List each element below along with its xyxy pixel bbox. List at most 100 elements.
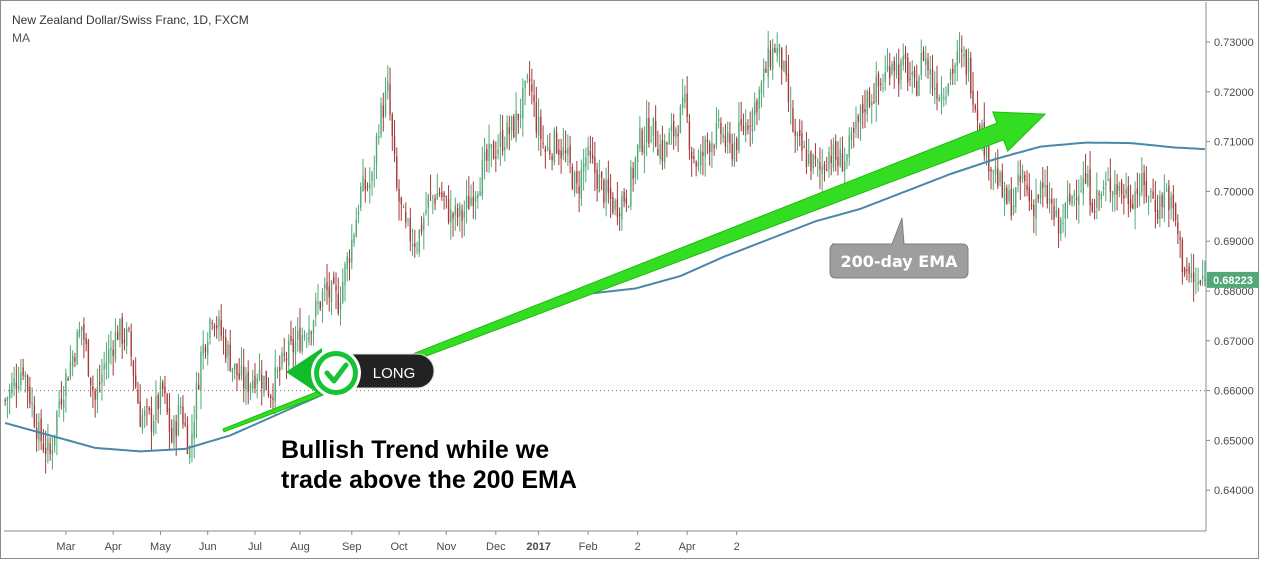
candle-body (938, 97, 940, 101)
candle-body (925, 57, 927, 65)
candle-body (526, 76, 529, 79)
candle-body (625, 198, 628, 205)
candle-body (76, 332, 78, 365)
candle-body (886, 64, 889, 71)
candle-body (515, 110, 517, 140)
candle-body (708, 143, 711, 153)
candle-body (1170, 195, 1172, 209)
caption-line-2: trade above the 200 EMA (281, 466, 577, 494)
candle-body (542, 143, 544, 145)
candle-body (285, 358, 288, 361)
candle-body (675, 128, 677, 138)
candle-body (632, 167, 634, 180)
ema-callout-label: 200-day EMA (840, 252, 958, 271)
chart-title: New Zealand Dollar/Swiss Franc, 1D, FXCM (12, 13, 249, 27)
candle-body (177, 404, 180, 436)
candle-body (180, 406, 182, 409)
candle-body (1154, 199, 1157, 213)
candle-body (234, 363, 236, 370)
candle-body (639, 127, 641, 149)
candle-body (1132, 204, 1134, 209)
candle-body (848, 135, 850, 158)
candle-body (1082, 177, 1085, 195)
candle-body (841, 153, 844, 172)
candle-body (1186, 269, 1188, 272)
candle-body (958, 47, 961, 49)
candle-body (456, 207, 459, 218)
candle-body (139, 401, 141, 427)
candle-body (207, 342, 209, 355)
candle-body (1060, 219, 1062, 235)
candle-body (1107, 179, 1109, 181)
candle-body (641, 130, 643, 152)
candle-body (60, 398, 63, 405)
candle-body (184, 422, 186, 426)
candle-body (1156, 209, 1159, 219)
candle-body (137, 389, 139, 404)
candle-body (472, 196, 475, 207)
candle-body (342, 281, 344, 303)
candle-body (1071, 196, 1073, 205)
candle-body (1015, 187, 1017, 208)
candle-body (891, 64, 893, 74)
candle-body (51, 450, 54, 455)
candle-body (1129, 199, 1132, 209)
candle-body (297, 330, 299, 340)
candle-body (997, 168, 999, 186)
candle-body (249, 384, 252, 392)
candle-body (407, 219, 409, 221)
candle-body (1024, 174, 1026, 181)
candle-body (130, 331, 132, 357)
candle-body (790, 105, 792, 107)
candle-body (616, 199, 619, 217)
ema-200-line (4, 141, 1205, 453)
candle-body (871, 101, 873, 106)
candle-body (321, 291, 324, 307)
candle-body (850, 132, 853, 141)
candle-body (497, 149, 499, 155)
candle-body (265, 371, 267, 391)
candle-body (898, 64, 900, 85)
candle-body (1057, 209, 1060, 234)
candle-body (648, 118, 650, 144)
candle-body (796, 133, 799, 137)
y-tick-label: 0.67000 (1214, 336, 1254, 348)
candle-body (441, 192, 443, 198)
candle-body (762, 68, 765, 82)
candle-body (98, 382, 101, 385)
candle-body (1197, 281, 1199, 284)
axes: 0.73000 0.72000 0.71000 0.70000 0.69000 0.680… (4, 2, 1259, 553)
candle-body (1136, 188, 1139, 195)
candle-body (830, 155, 832, 163)
candle-body (1098, 193, 1100, 195)
candle-body (510, 117, 513, 132)
indicator-label: MA (12, 31, 30, 45)
candle-body (722, 134, 724, 138)
candle-body (605, 179, 607, 202)
candle-body (553, 129, 556, 163)
candle-body (920, 52, 922, 76)
candle-body (312, 321, 315, 334)
candle-body (522, 87, 524, 119)
caption-line-1: Bullish Trend while we (281, 436, 549, 464)
candle-body (236, 363, 238, 376)
candle-body (479, 191, 481, 196)
candle-body (121, 317, 123, 345)
candle-body (681, 97, 684, 108)
candle-body (587, 146, 589, 156)
candle-body (92, 386, 94, 390)
x-tick-label: Aug (290, 541, 310, 553)
candle-body (711, 142, 713, 153)
candle-body (571, 166, 574, 190)
candle-body (157, 395, 159, 410)
candle-body (659, 144, 661, 160)
candle-body (411, 243, 414, 247)
candle-body (58, 401, 60, 408)
candle-body (1037, 195, 1040, 199)
y-tick-label: 0.71000 (1214, 137, 1254, 149)
candle-body (884, 71, 886, 83)
candle-body (308, 328, 310, 342)
candle-body (783, 61, 785, 71)
candle-body (80, 326, 83, 331)
